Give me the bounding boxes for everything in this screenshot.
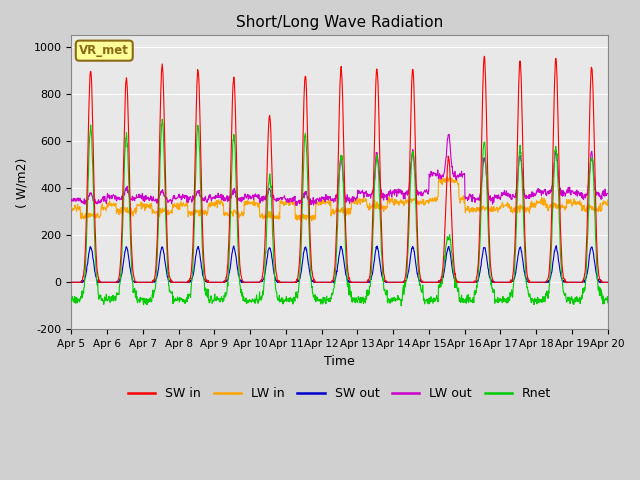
Y-axis label: ( W/m2): ( W/m2) [15,157,28,207]
Text: VR_met: VR_met [79,44,129,57]
Title: Short/Long Wave Radiation: Short/Long Wave Radiation [236,15,443,30]
X-axis label: Time: Time [324,355,355,368]
Legend: SW in, LW in, SW out, LW out, Rnet: SW in, LW in, SW out, LW out, Rnet [123,383,556,406]
